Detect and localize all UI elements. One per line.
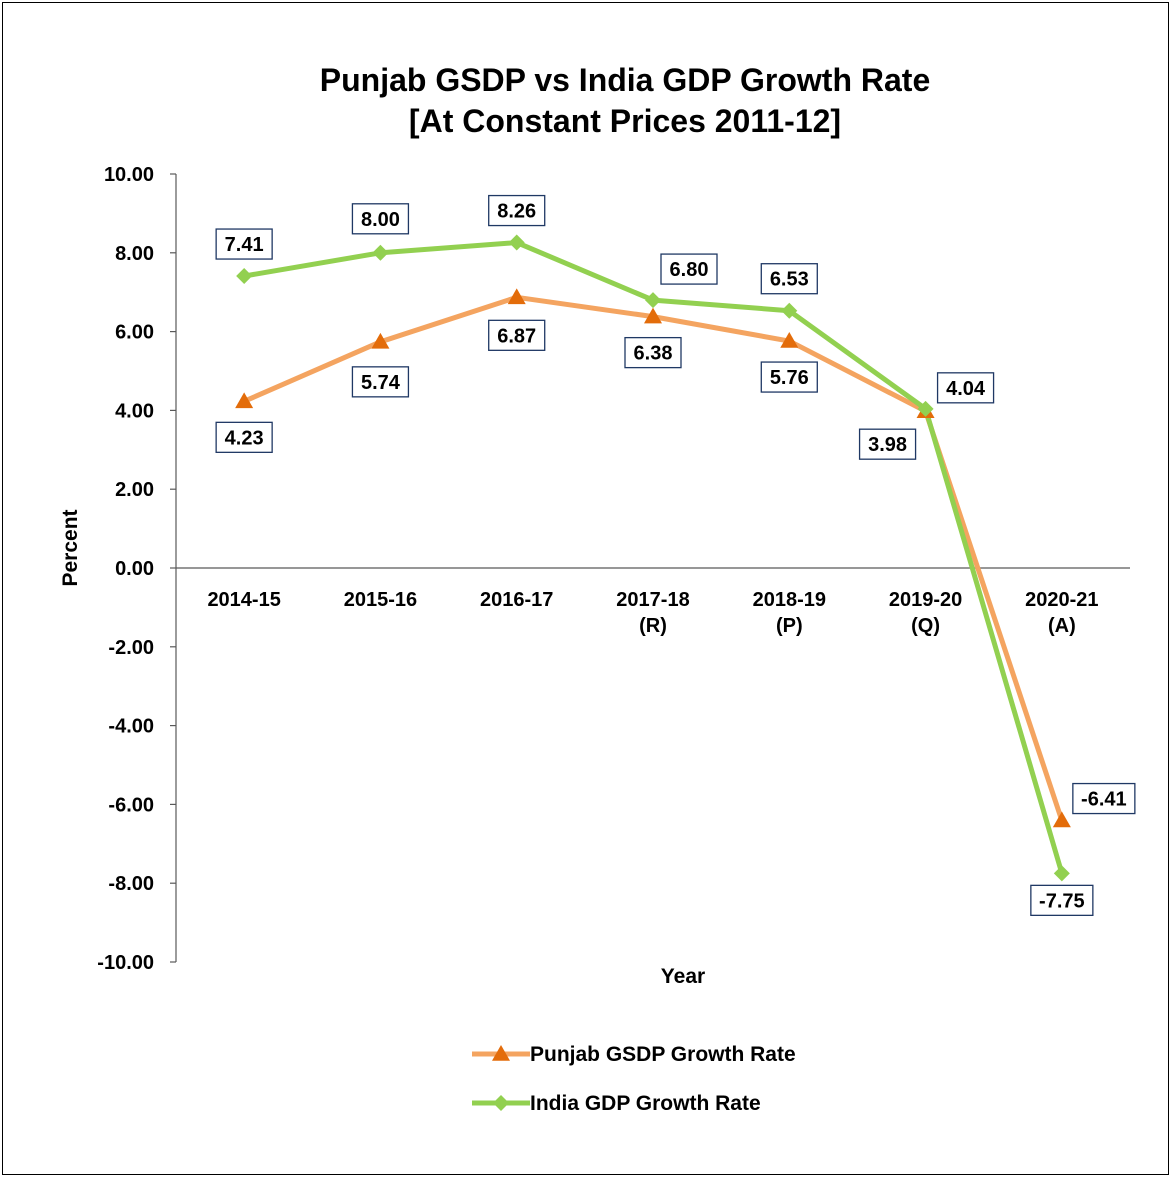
x-tick-label: 2017-18 — [616, 589, 689, 611]
y-tick-label: 4.00 — [115, 400, 154, 422]
data-label: 6.53 — [770, 269, 809, 291]
data-point-diamond — [372, 244, 389, 261]
series-layer — [235, 234, 1071, 882]
data-point-triangle — [371, 332, 390, 349]
data-point-triangle — [780, 332, 799, 348]
data-label-box — [488, 319, 546, 351]
x-tick-label: (P) — [776, 615, 803, 637]
data-label: 5.74 — [361, 372, 401, 394]
data-label-box — [858, 428, 917, 460]
data-label: 5.76 — [770, 367, 809, 389]
data-label: 4.23 — [225, 427, 264, 449]
y-tick-label: -8.00 — [108, 873, 154, 895]
data-label-box — [660, 253, 718, 285]
x-tick-label: 2015-16 — [344, 589, 417, 611]
data-label-box — [624, 336, 682, 369]
y-axis-title: Percent — [59, 509, 82, 586]
data-label: -7.75 — [1039, 890, 1085, 912]
x-tick-label: 2020-21 — [1025, 589, 1098, 611]
data-label-box — [760, 263, 818, 295]
x-tick-label: 2018-19 — [753, 589, 826, 611]
data-label-box — [760, 361, 818, 393]
x-axis-title: Year — [661, 965, 705, 988]
data-point-diamond — [493, 1095, 509, 1111]
data-label-box — [1072, 782, 1136, 815]
y-tick-label: -10.00 — [97, 952, 154, 974]
chart-title-line-2: [At Constant Prices 2011-12] — [409, 103, 841, 139]
data-point-triangle — [1052, 811, 1071, 828]
chart-title-line-1: Punjab GSDP vs India GDP Growth Rate — [320, 62, 931, 98]
data-labels: 4.23 5.74 6.87 6.38 5.76 3.98 -6.41 7.41 8.00 8.2… — [215, 194, 1136, 916]
y-tick-label: 2.00 — [115, 479, 154, 501]
y-tick-label: -6.00 — [108, 794, 154, 816]
data-label: 8.00 — [361, 209, 400, 231]
data-point-triangle — [492, 1045, 510, 1061]
data-label-box — [488, 194, 546, 227]
data-point-triangle — [235, 392, 254, 409]
data-label: 6.80 — [670, 259, 709, 281]
y-tick-label: -4.00 — [108, 716, 154, 738]
data-point-diamond — [781, 302, 798, 319]
data-label-box — [351, 366, 410, 398]
legend-label: Punjab GSDP Growth Rate — [530, 1043, 796, 1066]
data-point-diamond — [236, 268, 253, 285]
legend: Punjab GSDP Growth Rate India GDP Growth … — [472, 1043, 796, 1115]
data-point-triangle — [644, 307, 662, 324]
data-label: 7.41 — [225, 234, 264, 256]
x-tick-label: (A) — [1048, 615, 1076, 637]
data-label-box — [936, 372, 995, 404]
data-point-triangle — [507, 288, 526, 305]
data-point-diamond — [1053, 865, 1070, 882]
data-label-box — [1030, 884, 1094, 916]
data-point-diamond — [508, 234, 525, 251]
data-label: -6.41 — [1081, 789, 1127, 811]
data-label: 8.26 — [497, 201, 536, 223]
data-point-diamond — [917, 400, 934, 417]
chart-axes: 10.00 8.00 6.00 4.00 2.00 0.00 -2.00 -4.00 -6.00… — [97, 164, 1130, 974]
x-tick-label: (Q) — [911, 615, 940, 637]
data-point-diamond — [645, 292, 661, 309]
x-tick-label: 2014-15 — [207, 589, 280, 611]
data-label: 6.38 — [634, 343, 673, 365]
x-tick-label: 2019-20 — [889, 589, 962, 611]
y-tick-label: 0.00 — [115, 558, 154, 580]
data-label: 3.98 — [868, 434, 907, 456]
y-tick-label: 6.00 — [115, 322, 154, 344]
data-label: 4.04 — [946, 378, 986, 400]
legend-label: India GDP Growth Rate — [530, 1092, 761, 1115]
x-tick-label: 2016-17 — [480, 589, 553, 611]
y-tick-label: 8.00 — [115, 243, 154, 265]
y-tick-label: -2.00 — [108, 637, 154, 659]
x-tick-label: (R) — [639, 615, 667, 637]
y-tick-label: 10.00 — [104, 164, 154, 186]
data-label: 6.87 — [497, 325, 536, 347]
data-label-box — [351, 203, 410, 235]
data-label-box — [215, 421, 273, 453]
data-label-box — [215, 228, 273, 260]
